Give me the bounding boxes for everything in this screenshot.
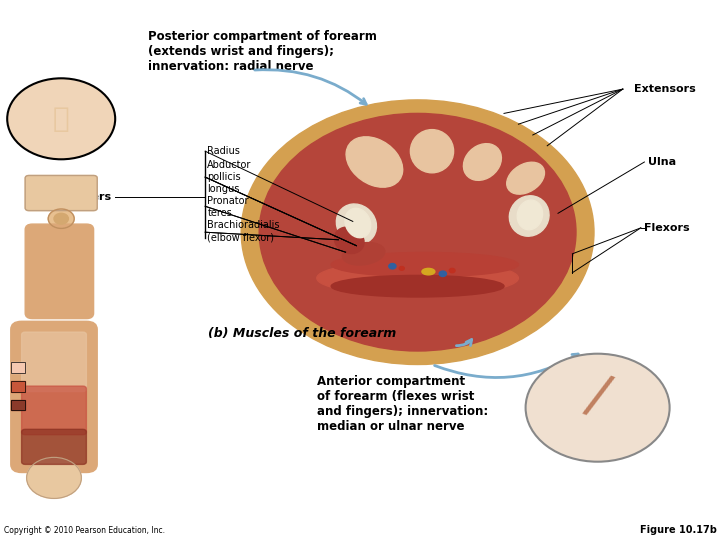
Text: teres: teres [207, 208, 232, 218]
Text: Ulna: Ulna [648, 157, 676, 167]
Text: Radius: Radius [207, 146, 240, 156]
Ellipse shape [331, 275, 504, 297]
Text: Abductor: Abductor [207, 160, 252, 170]
FancyBboxPatch shape [25, 224, 94, 319]
Text: Extensors: Extensors [634, 84, 696, 94]
Ellipse shape [400, 267, 405, 270]
Ellipse shape [345, 208, 371, 238]
FancyBboxPatch shape [25, 176, 97, 211]
Circle shape [48, 209, 74, 228]
Ellipse shape [343, 242, 384, 265]
Text: (b) Muscles of the forearm: (b) Muscles of the forearm [208, 327, 397, 340]
Text: Others: Others [29, 401, 59, 409]
Bar [11, 400, 25, 410]
Text: Brachioradialis: Brachioradialis [207, 220, 280, 230]
Circle shape [259, 113, 576, 351]
Text: /: / [580, 368, 616, 426]
Ellipse shape [317, 260, 518, 296]
Ellipse shape [346, 137, 402, 187]
FancyBboxPatch shape [22, 429, 86, 464]
Text: Copyright © 2010 Pearson Education, Inc.: Copyright © 2010 Pearson Education, Inc. [4, 525, 165, 535]
Ellipse shape [334, 227, 364, 253]
Text: Flexors: Flexors [29, 382, 61, 390]
Text: Flexors: Flexors [644, 223, 690, 233]
Text: Extensors: Extensors [29, 363, 73, 372]
Ellipse shape [464, 144, 501, 180]
Ellipse shape [331, 253, 518, 276]
Ellipse shape [507, 162, 544, 194]
Circle shape [27, 457, 81, 498]
FancyBboxPatch shape [22, 332, 86, 392]
Circle shape [8, 79, 114, 159]
Text: ✋: ✋ [53, 105, 70, 133]
Text: pollicis: pollicis [207, 172, 241, 182]
Text: (elbow flexor): (elbow flexor) [207, 233, 274, 242]
Text: Posterior compartment of forearm
(extends wrist and fingers);
innervation: radia: Posterior compartment of forearm (extend… [148, 30, 377, 73]
Ellipse shape [410, 130, 454, 173]
Ellipse shape [422, 268, 435, 275]
Ellipse shape [439, 271, 446, 276]
Circle shape [527, 355, 668, 461]
FancyBboxPatch shape [11, 321, 97, 472]
Text: Anterior compartment
of forearm (flexes wrist
and fingers); innervation:
median : Anterior compartment of forearm (flexes … [317, 375, 488, 433]
Ellipse shape [336, 204, 377, 244]
Ellipse shape [389, 264, 396, 269]
Bar [11, 362, 25, 373]
Bar [11, 381, 25, 392]
Bar [11, 381, 25, 392]
Text: longus: longus [207, 184, 240, 194]
Ellipse shape [517, 200, 543, 230]
Circle shape [241, 100, 594, 364]
Ellipse shape [449, 268, 455, 273]
Text: (b): (b) [11, 324, 24, 334]
Bar [11, 400, 25, 410]
Circle shape [54, 213, 68, 224]
Text: Pronator: Pronator [207, 196, 249, 206]
Text: Figure 10.17b: Figure 10.17b [639, 524, 716, 535]
FancyBboxPatch shape [22, 386, 86, 435]
Text: Others: Others [69, 192, 112, 202]
Bar [11, 362, 25, 373]
Ellipse shape [509, 196, 549, 236]
